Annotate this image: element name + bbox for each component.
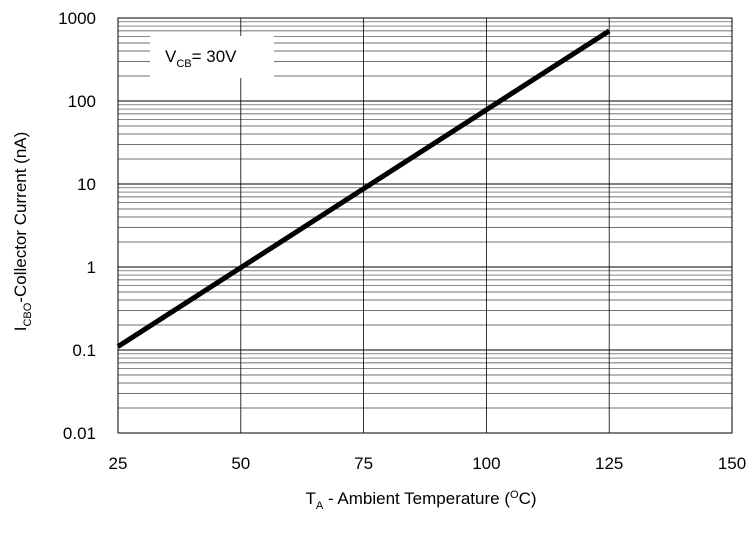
y-tick-label: 10 (77, 175, 96, 194)
x-axis-title-prefix: T (305, 489, 315, 508)
y-tick-label: 100 (68, 92, 96, 111)
minor-gridlines (118, 21, 732, 409)
y-tick-label: 1000 (58, 9, 96, 28)
annotation-subscript: CB (176, 58, 191, 70)
x-tick-label: 25 (109, 454, 128, 473)
annotation-label: VCB= 30V (165, 47, 237, 70)
x-axis-title-subscript: A (316, 500, 324, 512)
y-tick-labels: 0.01 0.1 1 10 100 1000 (58, 9, 96, 443)
y-axis-title-suffix: -Collector Current (nA) (11, 132, 30, 303)
x-tick-label: 50 (231, 454, 250, 473)
x-axis-title: TA - Ambient Temperature (OC) (305, 489, 536, 512)
y-axis-title-prefix: I (11, 327, 30, 332)
series-line (116, 28, 611, 349)
y-tick-label: 0.1 (72, 341, 96, 360)
x-axis-title-mid: - Ambient Temperature ( (323, 489, 510, 508)
x-axis-title-suffix: C) (519, 489, 537, 508)
annotation-suffix: = 30V (192, 47, 238, 66)
x-tick-label: 100 (472, 454, 500, 473)
annotation-prefix: V (165, 47, 177, 66)
annotation-box-group: VCB= 30V (150, 36, 274, 78)
x-tick-labels: 25 50 75 100 125 150 (109, 454, 747, 473)
y-axis-title-subscript: CBO (22, 302, 34, 326)
major-gridlines (117, 17, 733, 434)
y-tick-label: 1 (87, 258, 96, 277)
x-tick-label: 150 (718, 454, 746, 473)
series-layer (116, 28, 611, 349)
x-axis-title-superscript: O (510, 489, 519, 501)
x-tick-label: 75 (354, 454, 373, 473)
x-tick-label: 125 (595, 454, 623, 473)
y-axis-title: ICBO-Collector Current (nA) (11, 132, 34, 332)
y-tick-label: 0.01 (63, 424, 96, 443)
plot-area-frame (117, 17, 733, 434)
annotation-box (150, 36, 274, 78)
